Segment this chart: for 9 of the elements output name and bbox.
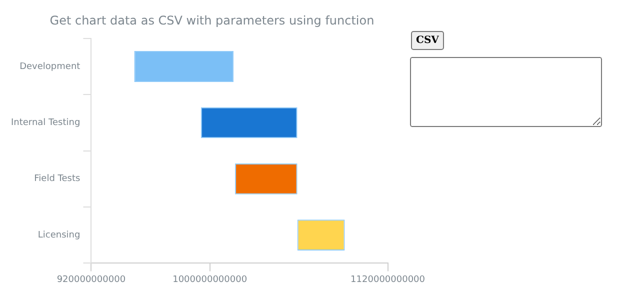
y-tick-label: Licensing xyxy=(38,230,80,240)
x-tick-label: 920000000000 xyxy=(56,274,126,285)
y-tick-label: Development xyxy=(20,62,81,72)
chart-title: Get chart data as CSV with parameters using function xyxy=(50,13,374,28)
x-tick-label: 1000000000000 xyxy=(172,274,248,285)
y-tick-label: Field Tests xyxy=(34,174,80,184)
y-tick-label: Internal Testing xyxy=(11,118,80,128)
text: CSV xyxy=(411,31,444,50)
x-tick-label: 1120000000000 xyxy=(350,274,426,285)
